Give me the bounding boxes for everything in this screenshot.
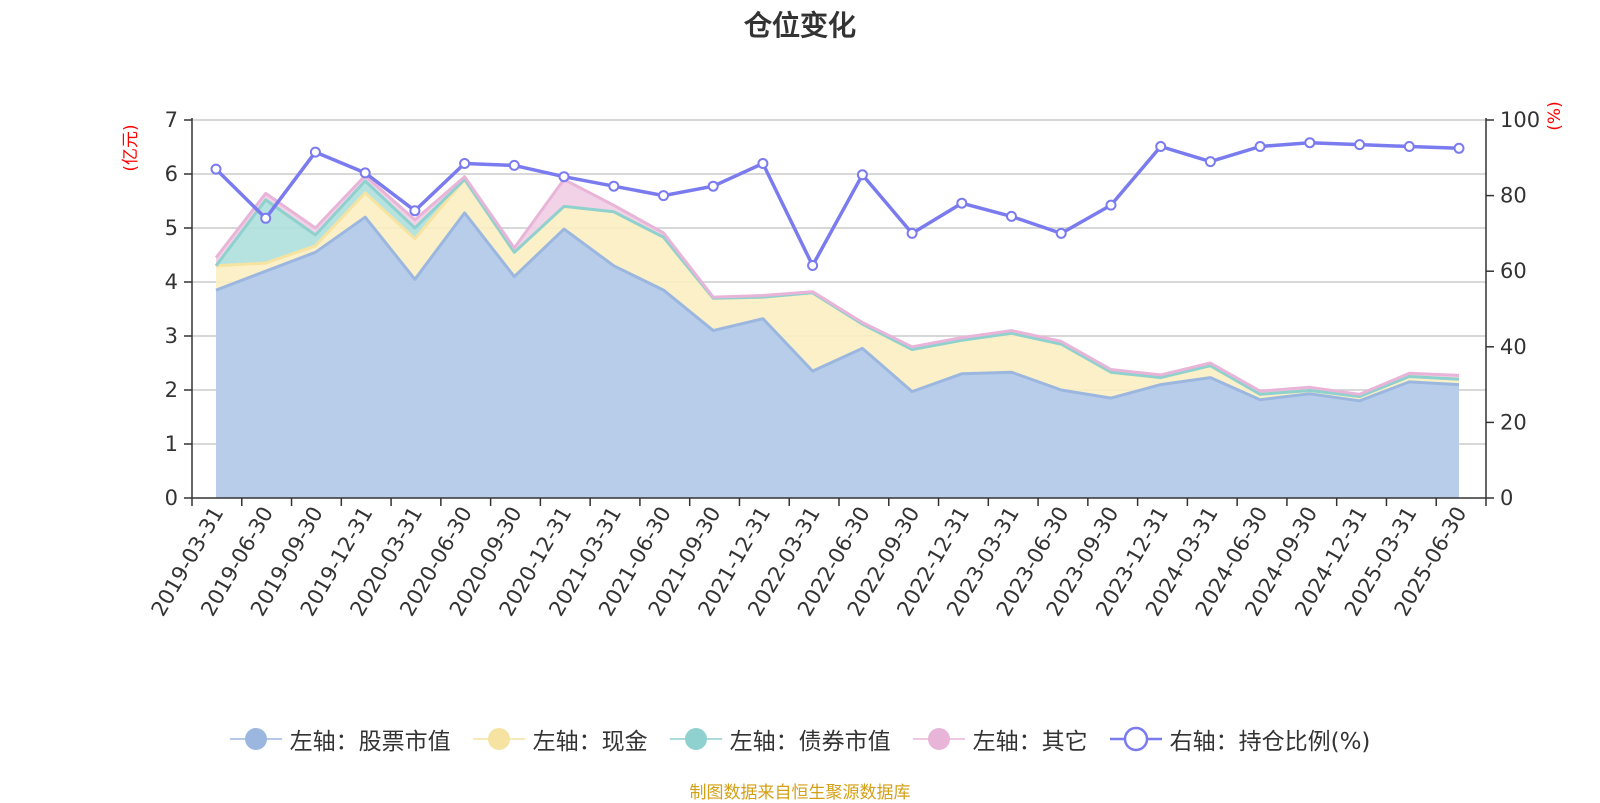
stock-area (216, 212, 1459, 498)
chart-title: 仓位变化 (743, 9, 856, 42)
ratio-point (1254, 141, 1266, 152)
axes (184, 118, 1494, 506)
right-tick-label: 80 (1500, 184, 1527, 208)
ratio-line (214, 140, 1460, 268)
left-axis-unit: (亿元) (121, 124, 141, 171)
legend-marker-stock (229, 728, 282, 750)
legend-label: 右轴：持仓比例(%) (1169, 729, 1371, 755)
left-tick-label: 5 (165, 216, 178, 240)
legend-item-stock[interactable]: 左轴：股票市值 (229, 722, 451, 756)
legend-marker-cash (472, 728, 525, 750)
stock-area-outline (215, 211, 1460, 403)
legend-item-cash[interactable]: 左轴：现金 (472, 722, 648, 756)
ratio-point (956, 197, 968, 209)
right-tick-label: 20 (1500, 410, 1527, 434)
legend-label: 左轴：债券市值 (729, 729, 891, 755)
ratio-point (1006, 210, 1017, 222)
ratio-point (856, 169, 868, 181)
ratio-point (459, 158, 471, 169)
ratio-point (1055, 227, 1067, 239)
ratio-point (707, 180, 719, 192)
legend-marker-ratio (1109, 726, 1162, 752)
ratio-point (757, 158, 769, 169)
right-tick-label: 40 (1500, 335, 1527, 359)
ratio-point (309, 146, 321, 158)
ratio-point (210, 163, 222, 175)
ratio-point (508, 159, 520, 171)
legend-item-other[interactable]: 左轴：其它 (912, 722, 1088, 756)
legend-label: 左轴：股票市值 (289, 729, 451, 755)
left-tick-label: 2 (165, 378, 178, 402)
left-tick-label: 4 (165, 270, 178, 294)
ratio-point (1204, 156, 1216, 168)
ratio-point (260, 212, 272, 224)
ratio-point (1403, 141, 1415, 152)
left-tick-label: 3 (165, 324, 178, 348)
right-tick-label: 60 (1500, 259, 1527, 283)
ratio-point (409, 205, 421, 217)
other-area-outline (214, 174, 1460, 396)
ratio-line-layer (210, 137, 1465, 271)
legend-label: 左轴：现金 (532, 729, 648, 755)
left-tick-label: 7 (165, 108, 178, 132)
right-axis-unit: (%) (1545, 101, 1565, 130)
legend-label: 左轴：其它 (972, 729, 1088, 755)
right-tick-label: 100 (1500, 108, 1540, 132)
source-note: 制图数据来自恒生聚源数据库 (689, 783, 911, 803)
legend-marker-bond (669, 728, 722, 750)
ratio-point (1105, 199, 1117, 211)
left-tick-label: 0 (165, 486, 178, 510)
cash-area (216, 179, 1459, 401)
ratio-point (608, 180, 620, 192)
legend-marker-other (912, 728, 965, 750)
left-tick-label: 6 (165, 162, 178, 186)
legend-item-ratio[interactable]: 右轴：持仓比例(%) (1109, 722, 1371, 756)
stacked-areas (214, 174, 1460, 498)
left-tick-label: 1 (165, 432, 178, 456)
ratio-point (1304, 137, 1316, 149)
ratio-point (1354, 139, 1366, 151)
ratio-point (1453, 142, 1465, 154)
ratio-point (1155, 141, 1167, 152)
ratio-point (558, 171, 570, 183)
ratio-point (906, 227, 918, 239)
right-tick-label: 0 (1500, 486, 1513, 510)
legend-item-bond[interactable]: 左轴：债券市值 (669, 722, 891, 756)
ratio-point (807, 260, 819, 271)
chart-legend: 左轴：股票市值 左轴：现金 左轴：债券市值 左轴：其它 右轴：持仓比例(%) (0, 722, 1600, 756)
ratio-point (658, 190, 669, 202)
ratio-point (359, 167, 371, 179)
